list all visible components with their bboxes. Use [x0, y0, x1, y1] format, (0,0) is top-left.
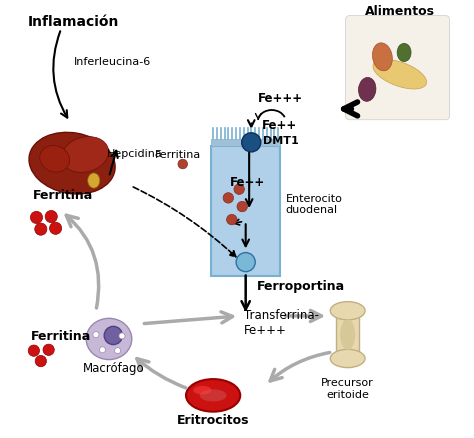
- Circle shape: [119, 333, 125, 339]
- Bar: [336, 311, 359, 358]
- FancyBboxPatch shape: [346, 16, 450, 120]
- Ellipse shape: [330, 350, 365, 367]
- Bar: [211, 139, 281, 146]
- Text: Eritrocitos: Eritrocitos: [177, 414, 249, 427]
- Circle shape: [223, 193, 234, 203]
- Text: Fe++: Fe++: [229, 176, 264, 189]
- Text: Inferleucina-6: Inferleucina-6: [74, 57, 152, 67]
- Text: Enterocito
duodenal: Enterocito duodenal: [286, 194, 343, 215]
- Circle shape: [100, 347, 106, 353]
- Circle shape: [242, 133, 261, 152]
- Text: Macrófago: Macrófago: [82, 362, 144, 375]
- Circle shape: [237, 201, 247, 212]
- Ellipse shape: [88, 173, 100, 188]
- Text: Transferrina-
Fe+++: Transferrina- Fe+++: [244, 309, 319, 337]
- Ellipse shape: [373, 60, 427, 89]
- Text: Hepcidina: Hepcidina: [107, 149, 163, 159]
- Ellipse shape: [340, 319, 356, 350]
- Circle shape: [45, 211, 57, 223]
- Circle shape: [93, 332, 99, 338]
- Ellipse shape: [373, 43, 392, 71]
- Ellipse shape: [86, 318, 132, 360]
- Text: Inflamación: Inflamación: [28, 15, 119, 29]
- Circle shape: [234, 184, 245, 194]
- Bar: [211, 146, 281, 276]
- Ellipse shape: [200, 389, 227, 402]
- Text: Precursor
eritoide: Precursor eritoide: [321, 378, 374, 399]
- Circle shape: [115, 348, 121, 354]
- Text: Ferritina: Ferritina: [33, 189, 93, 202]
- Text: Fe++: Fe++: [262, 119, 297, 132]
- Text: Ferritina: Ferritina: [155, 150, 201, 160]
- Circle shape: [35, 356, 46, 367]
- Ellipse shape: [40, 145, 70, 172]
- Text: DMT1: DMT1: [264, 136, 299, 145]
- Text: Ferritina: Ferritina: [31, 330, 91, 343]
- Text: Alimentos: Alimentos: [365, 5, 435, 18]
- Circle shape: [178, 159, 188, 169]
- Ellipse shape: [397, 43, 411, 62]
- Ellipse shape: [193, 386, 211, 395]
- Circle shape: [30, 212, 43, 223]
- Text: Ferroportina: Ferroportina: [256, 280, 345, 293]
- Circle shape: [43, 344, 55, 356]
- Circle shape: [49, 222, 62, 234]
- Ellipse shape: [62, 137, 109, 173]
- Circle shape: [236, 253, 255, 272]
- Ellipse shape: [29, 132, 115, 194]
- Ellipse shape: [104, 326, 122, 345]
- Circle shape: [227, 214, 237, 225]
- Circle shape: [35, 223, 47, 235]
- Ellipse shape: [358, 78, 376, 101]
- Ellipse shape: [330, 302, 365, 320]
- Ellipse shape: [186, 379, 240, 412]
- Text: Fe+++: Fe+++: [258, 92, 303, 105]
- Circle shape: [28, 345, 39, 357]
